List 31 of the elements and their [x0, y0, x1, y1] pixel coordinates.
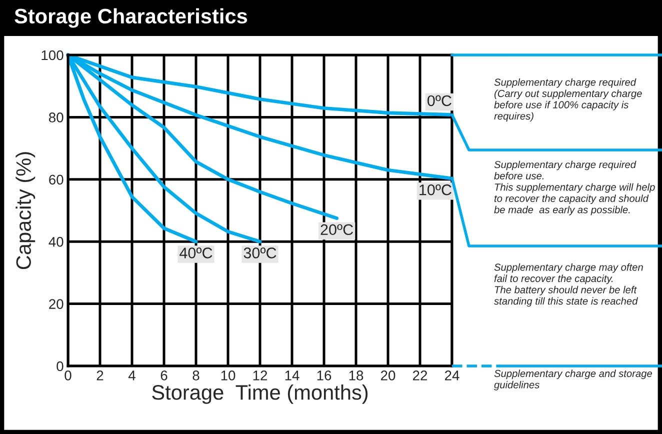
x-tick-label: 0	[64, 370, 72, 380]
series-label: 0ºC	[427, 95, 452, 106]
x-tick-label: 4	[128, 370, 136, 380]
series-label: 30ºC	[244, 248, 276, 258]
x-tick-label: 16	[317, 370, 332, 380]
x-tick-label: 10	[221, 370, 236, 380]
text: Supplementary charge required (Carry out supplementary charge before use if 100% capacity is requires)	[494, 78, 642, 122]
x-axis-title: Storage Time (months)	[152, 384, 368, 404]
x-tick-label: 18	[349, 370, 364, 380]
text: Supplementary charge may often fail to recover the capacity. The battery should never be left standing till this state is reached	[494, 263, 643, 307]
y-tick-label: 60	[49, 174, 64, 185]
y-tick-label: 0	[56, 361, 64, 372]
y-tick-label: 100	[42, 50, 64, 60]
series-label: 40ºC	[180, 248, 212, 258]
x-tick-label: 14	[285, 370, 300, 380]
y-tick-label: 40	[48, 236, 64, 247]
text: Supplementary charge required before use. This supplementary charge will help to recover the capacity and should be made as early as possible.	[494, 160, 655, 216]
series-label: 20ºC	[320, 224, 354, 236]
x-tick-label: 2	[96, 370, 104, 380]
x-tick-label: 24	[444, 370, 460, 380]
y-axis-title: Capacity (%)	[16, 152, 36, 270]
x-tick-label: 20	[380, 370, 396, 380]
y-tick-label: 20	[49, 299, 64, 309]
x-tick-label: 6	[160, 370, 168, 380]
series-label: 10ºC	[420, 184, 452, 196]
x-tick-label: 8	[192, 370, 200, 380]
chart-title: Storage Characteristics	[14, 8, 248, 28]
x-tick-label: 12	[253, 370, 268, 380]
x-tick-label: 22	[412, 370, 428, 380]
y-tick-label: 80	[48, 112, 64, 122]
text: Supplementary charge and storage guidelines	[494, 370, 652, 390]
